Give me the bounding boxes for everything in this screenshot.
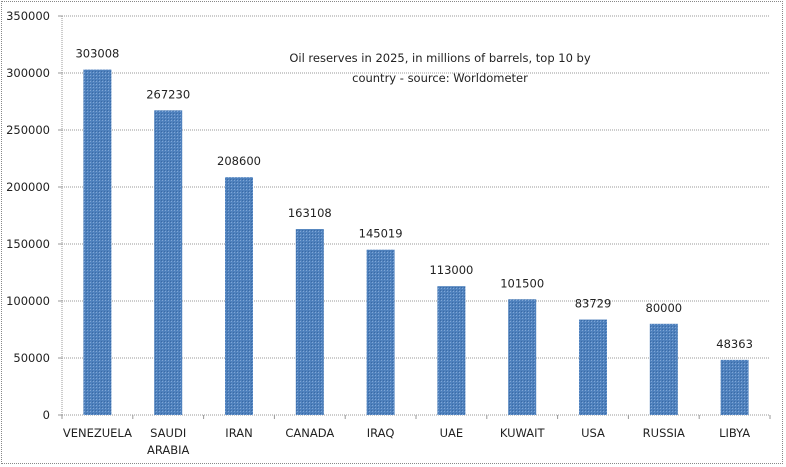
y-tick-label: 100000 — [6, 294, 50, 308]
bar-usa — [579, 319, 607, 415]
bar-uae — [437, 286, 466, 415]
bar-kuwait — [508, 299, 537, 415]
bar-venezuela — [83, 69, 112, 416]
x-tick-label: VENEZUELA — [63, 426, 132, 440]
x-tick-label: USA — [581, 426, 605, 440]
y-tick-label: 50000 — [13, 351, 50, 365]
y-tick-label: 200000 — [6, 180, 50, 194]
data-label: 80000 — [646, 301, 683, 315]
data-label: 303008 — [75, 47, 119, 61]
y-tick-label: 0 — [43, 408, 50, 422]
data-label: 208600 — [217, 154, 261, 168]
data-label: 48363 — [716, 337, 753, 351]
data-label: 113000 — [429, 263, 473, 277]
data-label: 267230 — [146, 87, 190, 101]
data-label: 101500 — [500, 276, 544, 290]
y-tick-label: 250000 — [6, 123, 50, 137]
y-tick-label: 350000 — [6, 9, 50, 23]
bar-russia — [649, 323, 678, 415]
bar-libya — [720, 359, 749, 415]
data-label: 83729 — [575, 297, 612, 311]
x-tick-label: UAE — [440, 426, 464, 440]
bar-iraq — [366, 249, 395, 415]
y-tick-label: 300000 — [6, 66, 50, 80]
x-tick-label: SAUDI ARABIA — [147, 426, 190, 457]
bar-canada — [295, 229, 324, 415]
bar-iran — [225, 177, 253, 415]
x-tick-label: CANADA — [285, 426, 334, 440]
data-label: 145019 — [359, 227, 403, 241]
chart-title-line-1: Oil reserves in 2025, in millions of bar… — [289, 51, 591, 65]
y-tick-label: 150000 — [6, 237, 50, 251]
x-tick-label: KUWAIT — [500, 426, 546, 440]
x-tick-label: IRAQ — [367, 426, 395, 440]
bar-saudi-arabia — [154, 110, 183, 416]
data-label: 163108 — [288, 206, 332, 220]
chart-title-line-2: country - source: Worldometer — [352, 71, 528, 85]
x-tick-label: IRAN — [225, 426, 252, 440]
x-tick-label: LIBYA — [719, 426, 750, 440]
x-tick-label: RUSSIA — [643, 426, 685, 440]
